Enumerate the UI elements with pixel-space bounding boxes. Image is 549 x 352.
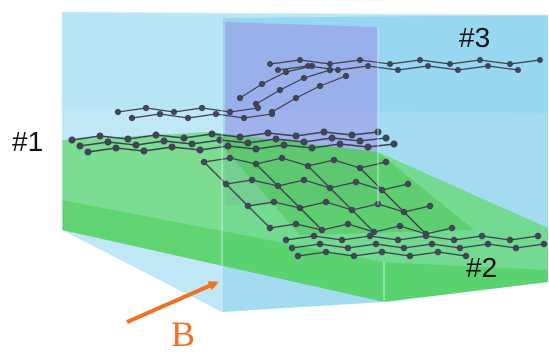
- lattice-sheet-3: [267, 56, 543, 73]
- box-edges: [61, 11, 549, 312]
- field-arrow: [126, 281, 219, 324]
- field-label: B: [171, 314, 196, 352]
- sheet-3-label: #3: [459, 22, 491, 53]
- sheet-1-label: #1: [12, 126, 44, 157]
- lattice-upper-slope: [114, 62, 350, 122]
- green-slab-front: [62, 200, 548, 302]
- sheet-2-label: #2: [466, 252, 498, 283]
- lattice-sheet-1: [68, 128, 398, 156]
- green-slope-face: [210, 132, 474, 235]
- lattice-sheet-2: [282, 232, 548, 260]
